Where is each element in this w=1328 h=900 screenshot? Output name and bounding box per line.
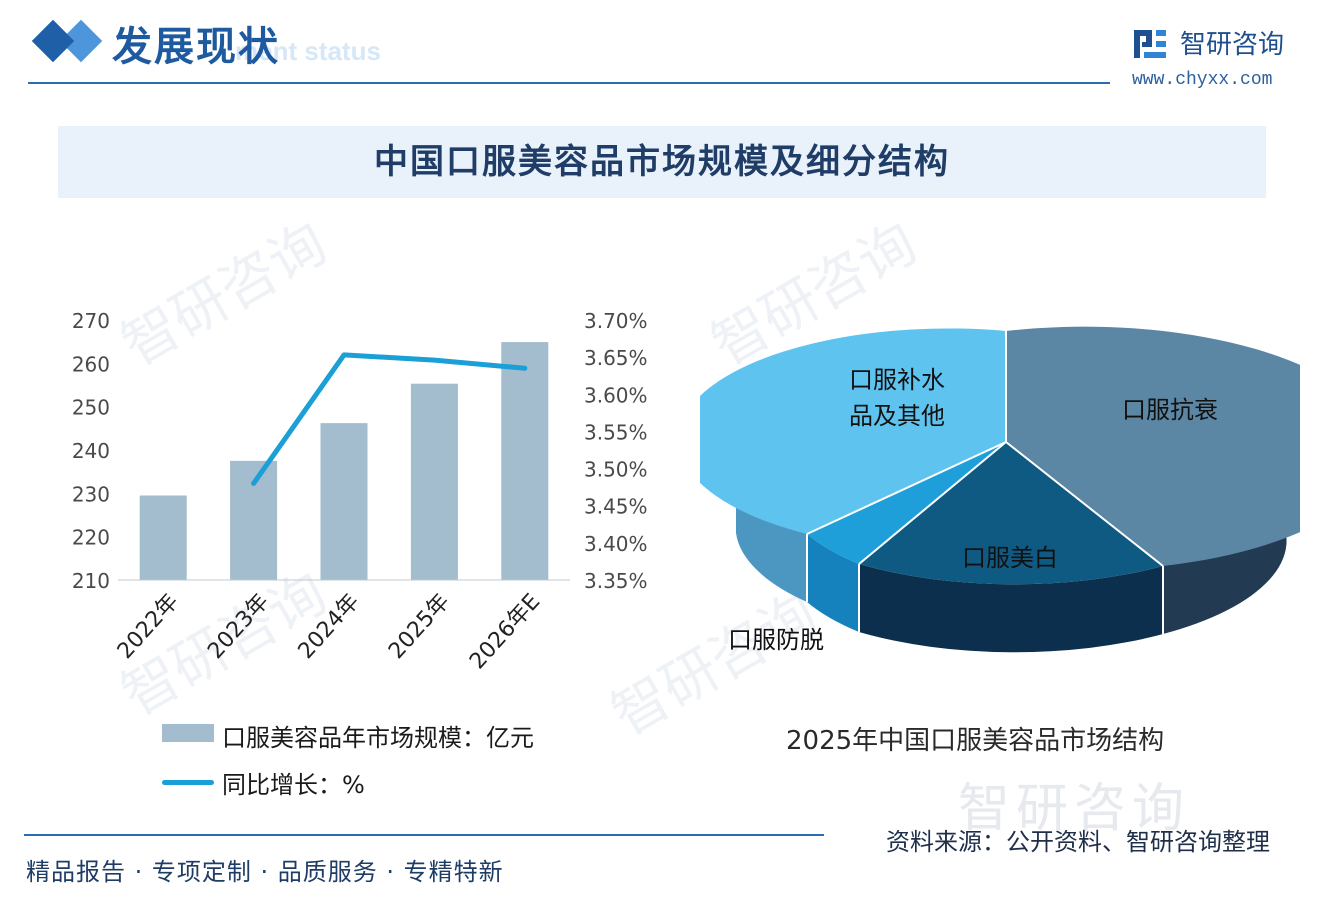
section-subtitle: ment status [235,36,381,66]
y-right-tick: 3.60% [584,383,648,407]
y-right-tick: 3.55% [584,420,648,444]
y-left-tick: 240 [72,439,110,463]
pie-slice-hydration [700,328,1006,534]
pie-caption: 2025年中国口服美容品市场结构 [786,726,1165,756]
y-left-tick: 220 [72,526,110,550]
bar-2 [320,423,368,580]
pie-label-whitening: 口服美白 [962,544,1058,572]
footer-slogan: 精品报告 · 专项定制 · 品质服务 · 专精特新 [26,858,504,886]
pie-label-hydration-line2: 品及其他 [849,402,945,430]
x-category-label: 2022年 [113,589,184,664]
bar-line-chart: 270 260 250 240 230 220 210 3.70% 3.65% 3.60% 3.55… [72,309,648,674]
footer-divider [24,834,824,836]
y-left-tick: 210 [72,569,110,593]
legend-line-label: 同比增长：% [222,771,365,799]
title-band [58,126,1266,198]
chart-title: 中国口服美容品市场规模及细分结构 [374,142,950,182]
legend-bar-label: 口服美容品年市场规模：亿元 [222,724,534,752]
pie-chart: 口服抗衰 口服美白 口服补水 品及其他 口服防脱 [700,326,1300,654]
y-left-tick: 270 [72,309,110,333]
bar-4 [501,342,549,580]
bar-1 [230,460,278,580]
y-left-tick: 230 [72,482,110,506]
y-right-tick: 3.70% [584,309,648,333]
bar-3 [410,383,458,580]
logo-url: www.chyxx.com [1132,70,1273,90]
pie-label-antiaging: 口服抗衰 [1122,396,1218,424]
pie-slice-hairloss [807,442,1006,564]
x-category-label: 2023年 [203,589,274,664]
x-category-label: 2026年E [465,589,545,674]
source-note: 资料来源：公开资料、智研咨询整理 [886,828,1270,856]
logo-name: 智研咨询 [1180,30,1285,60]
logo-icon [1134,30,1166,58]
legend-bar-swatch [162,724,214,742]
y-right-tick: 3.50% [584,458,648,482]
y-right-tick: 3.65% [584,346,648,370]
section-title: 发展现状 [112,23,280,70]
y-right-tick: 3.45% [584,495,648,519]
header-diamond-icon [31,19,75,63]
pie-slice-antiaging [1006,326,1300,566]
pie-side-whitening [859,564,1163,653]
pie-side-antiaging [1163,442,1287,634]
header-divider [28,82,1110,84]
y-left-tick: 250 [72,396,110,420]
y-right-tick: 3.35% [584,569,648,593]
y-left-tick: 260 [72,352,110,376]
pie-side-hairloss [807,534,859,632]
watermark-logo: 智研咨询 [958,779,1191,839]
pie-label-hairloss: 口服防脱 [728,626,824,654]
pie-slice-whitening [859,442,1163,585]
x-category-label: 2025年 [384,589,455,664]
bar-0 [139,495,187,580]
pie-label-hydration-line1: 口服补水 [849,366,945,394]
y-right-tick: 3.40% [584,532,648,556]
growth-line [251,352,528,486]
legend-line-swatch [162,780,214,785]
x-category-label: 2024年 [294,589,365,664]
